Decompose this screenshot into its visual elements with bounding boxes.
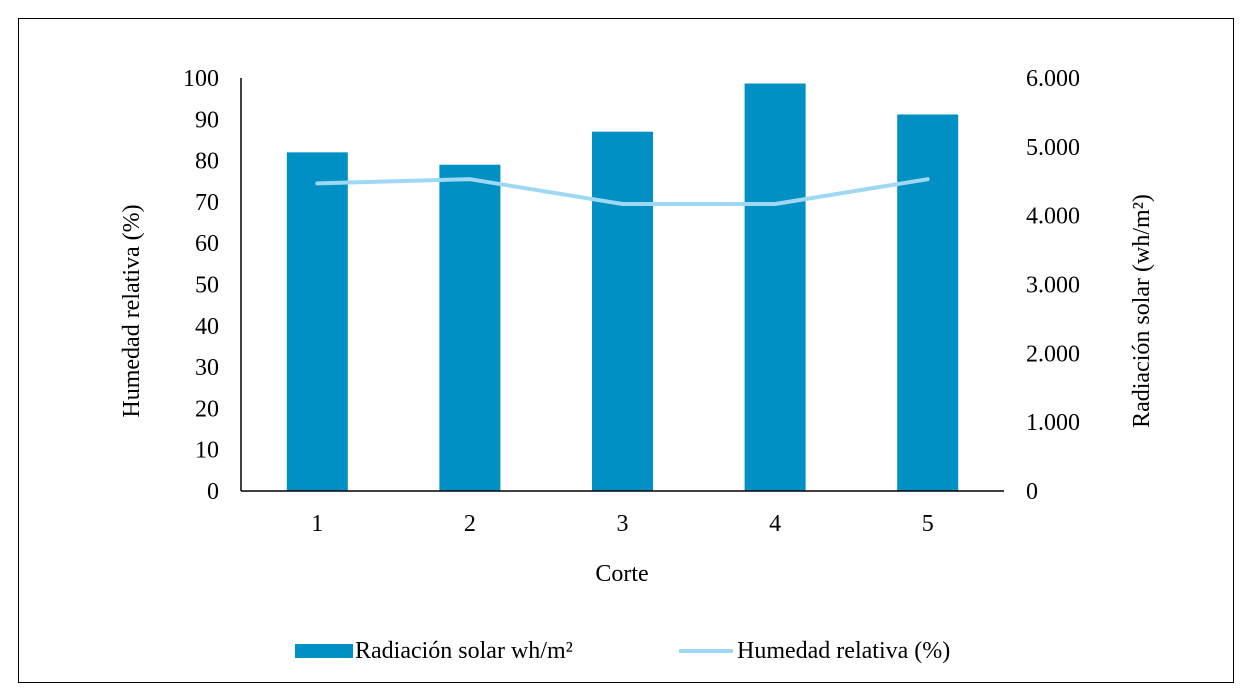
left-tick-label: 90 bbox=[195, 107, 219, 133]
x-tick-label: 5 bbox=[922, 511, 934, 537]
left-tick-label: 70 bbox=[195, 190, 219, 216]
bar-corte-3 bbox=[592, 131, 653, 491]
line-layer bbox=[315, 177, 930, 206]
x-tick-label: 1 bbox=[311, 511, 323, 537]
left-tick-label: 30 bbox=[195, 355, 219, 381]
left-tick-label: 0 bbox=[207, 479, 219, 505]
bar-corte-5 bbox=[897, 114, 959, 492]
left-tick-label: 50 bbox=[195, 273, 219, 299]
left-tick-label: 10 bbox=[195, 438, 219, 464]
left-tick-label: 60 bbox=[195, 231, 219, 257]
left-axis-title: Humedad relativa (%) bbox=[119, 204, 145, 417]
combo-chart: 0 10 20 30 40 50 60 70 80 90 100 0 1.000 2.000 3.000 4.… bbox=[119, 66, 1155, 664]
right-axis-title: Radiación solar (wh/m²) bbox=[1129, 194, 1155, 428]
chart-frame: 0 10 20 30 40 50 60 70 80 90 100 0 1.000 2.000 3.000 4.… bbox=[18, 18, 1234, 683]
left-tick-label: 100 bbox=[183, 66, 219, 92]
x-tick-label: 4 bbox=[769, 511, 781, 537]
bar-corte-2 bbox=[439, 164, 501, 492]
right-tick-label: 2.000 bbox=[1026, 341, 1080, 367]
legend-bar-swatch bbox=[295, 644, 353, 658]
axes-layer: 0 10 20 30 40 50 60 70 80 90 100 0 1.000 2.000 3.000 4.… bbox=[183, 66, 1080, 537]
left-tick-label: 40 bbox=[195, 314, 219, 340]
legend: Radiación solar wh/m² Humedad relativa (… bbox=[295, 638, 950, 664]
legend-bar-label: Radiación solar wh/m² bbox=[355, 638, 573, 664]
humedad-line bbox=[315, 177, 930, 206]
right-tick-label: 0 bbox=[1026, 479, 1038, 505]
right-tick-label: 1.000 bbox=[1026, 410, 1080, 436]
right-tick-label: 3.000 bbox=[1026, 273, 1080, 299]
right-tick-label: 4.000 bbox=[1026, 204, 1080, 230]
x-axis-title: Corte bbox=[595, 561, 648, 587]
x-tick-label: 3 bbox=[617, 511, 629, 537]
left-tick-label: 80 bbox=[195, 149, 219, 175]
legend-line-label: Humedad relativa (%) bbox=[737, 638, 950, 664]
bar-corte-4 bbox=[744, 83, 806, 492]
bars-layer bbox=[286, 83, 959, 492]
right-tick-label: 5.000 bbox=[1026, 135, 1080, 161]
right-tick-label: 6.000 bbox=[1026, 66, 1080, 92]
bar-corte-1 bbox=[286, 152, 348, 491]
x-tick-label: 2 bbox=[464, 511, 476, 537]
left-tick-label: 20 bbox=[195, 396, 219, 422]
